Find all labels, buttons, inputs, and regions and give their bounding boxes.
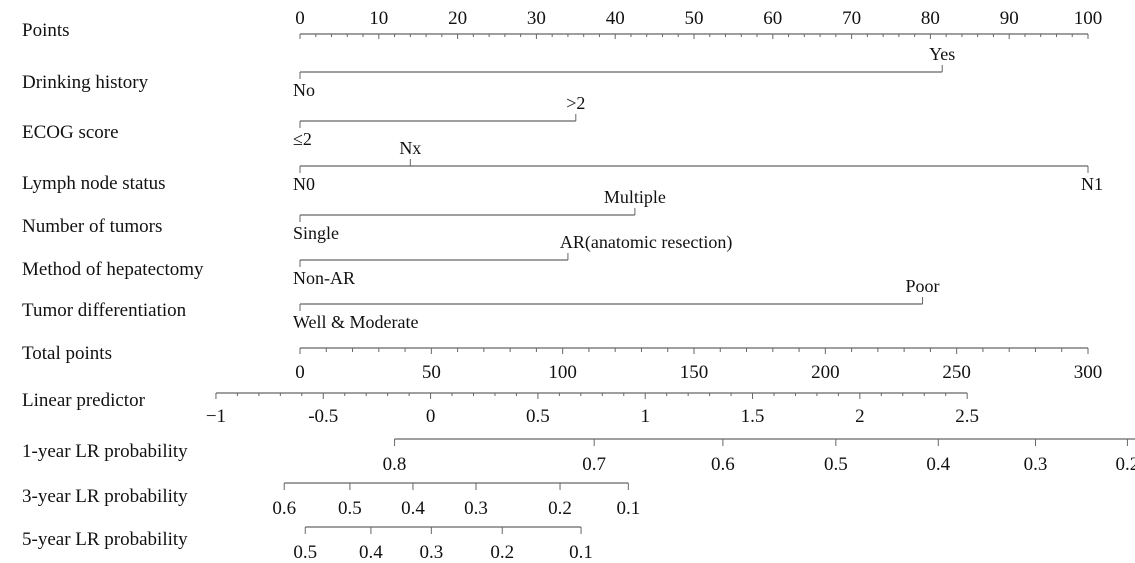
category-label: AR(anatomic resection) bbox=[560, 232, 732, 253]
total-tick-label: 50 bbox=[422, 362, 441, 383]
predictor-row-4: Number of tumors Single Multiple bbox=[22, 187, 666, 243]
total-tick-label: 0 bbox=[295, 362, 305, 383]
probability-tick-label: 0.4 bbox=[926, 454, 950, 475]
points-tick-label: 30 bbox=[527, 8, 546, 29]
probability-tick-label: 0.1 bbox=[616, 498, 640, 519]
row-label-predictor: Tumor differentiation bbox=[22, 300, 187, 321]
category-label: Non-AR bbox=[293, 268, 355, 288]
probability-tick-label: 0.1 bbox=[569, 542, 593, 563]
lp-tick-label: 2.5 bbox=[955, 406, 979, 427]
probability-tick-label: 0.5 bbox=[824, 454, 848, 475]
row-label-predictor: Drinking history bbox=[22, 72, 149, 93]
points-tick-label: 60 bbox=[763, 8, 782, 29]
points-tick-label: 0 bbox=[295, 8, 305, 29]
probability-tick-label: 0.5 bbox=[293, 542, 317, 563]
row-label-probability: 3-year LR probability bbox=[22, 486, 188, 507]
lp-tick-label: 0.5 bbox=[526, 406, 550, 427]
category-label: Poor bbox=[906, 276, 940, 296]
probability-tick-label: 0.6 bbox=[272, 498, 296, 519]
total-tick-label: 100 bbox=[548, 362, 577, 383]
lp-tick-label: 0 bbox=[426, 406, 436, 427]
category-label: Multiple bbox=[604, 187, 666, 207]
lp-tick-label: −1 bbox=[206, 406, 226, 427]
probability-axis-2: 3-year LR probability 0.6 0.5 0.4 0.3 0.2 0.1 bbox=[22, 482, 640, 519]
total-tick-label: 300 bbox=[1074, 362, 1103, 383]
row-label-predictor: ECOG score bbox=[22, 122, 119, 143]
row-label-predictor: Number of tumors bbox=[22, 216, 162, 237]
row-label-linear-predictor: Linear predictor bbox=[22, 390, 146, 411]
points-tick-label: 90 bbox=[1000, 8, 1019, 29]
probability-tick-label: 0.5 bbox=[338, 498, 362, 519]
category-label: >2 bbox=[566, 93, 585, 113]
probability-tick-label: 0.3 bbox=[1024, 454, 1048, 475]
probability-axis-1: 1-year LR probability 0.8 0.7 0.6 0.5 0.4 0.3 0… bbox=[22, 438, 1135, 475]
probability-tick-label: 0.4 bbox=[401, 498, 425, 519]
points-tick-label: 20 bbox=[448, 8, 467, 29]
predictor-row-5: Method of hepatectomy Non-AR AR(anatomic r… bbox=[22, 232, 732, 288]
points-tick-label: 70 bbox=[842, 8, 861, 29]
probability-tick-label: 0.6 bbox=[711, 454, 735, 475]
category-label: No bbox=[293, 80, 315, 100]
points-axis: Points 0 10 20 30 40 50 60 70 80 90 100 bbox=[22, 8, 1102, 41]
category-label: Yes bbox=[929, 44, 955, 64]
category-label: N0 bbox=[293, 174, 315, 194]
probability-tick-label: 0.2 bbox=[1116, 454, 1135, 475]
lp-tick-label: 2 bbox=[855, 406, 865, 427]
total-tick-label: 200 bbox=[811, 362, 840, 383]
row-label-predictor: Lymph node status bbox=[22, 173, 166, 194]
probability-tick-label: 0.2 bbox=[548, 498, 572, 519]
category-label: ≤2 bbox=[293, 129, 312, 149]
points-tick-label: 50 bbox=[685, 8, 704, 29]
category-label: Single bbox=[293, 223, 339, 243]
category-label: N1 bbox=[1081, 174, 1103, 194]
total-tick-label: 150 bbox=[680, 362, 709, 383]
points-tick-label: 80 bbox=[921, 8, 940, 29]
probability-tick-label: 0.2 bbox=[490, 542, 514, 563]
points-tick-label: 40 bbox=[606, 8, 625, 29]
probability-tick-label: 0.7 bbox=[582, 454, 606, 475]
lp-tick-label: 1.5 bbox=[741, 406, 765, 427]
row-label-points: Points bbox=[22, 20, 70, 41]
category-label: Nx bbox=[399, 138, 421, 158]
points-tick-label: 100 bbox=[1074, 8, 1103, 29]
total-points-axis: Total points 0 50 100 150 200 250 300 bbox=[22, 343, 1102, 383]
total-tick-label: 250 bbox=[942, 362, 971, 383]
row-label-probability: 5-year LR probability bbox=[22, 529, 188, 550]
category-label: Well & Moderate bbox=[293, 312, 419, 332]
probability-tick-label: 0.8 bbox=[383, 454, 407, 475]
probability-tick-label: 0.4 bbox=[359, 542, 383, 563]
predictor-row-1: Drinking history No Yes bbox=[22, 44, 955, 100]
lp-tick-label: 1 bbox=[640, 406, 650, 427]
probability-tick-label: 0.3 bbox=[464, 498, 488, 519]
predictor-row-3: Lymph node status N0 Nx N1 bbox=[22, 138, 1103, 194]
probability-axis-3: 5-year LR probability 0.5 0.4 0.3 0.2 0.1 bbox=[22, 526, 593, 563]
row-label-total-points: Total points bbox=[22, 343, 112, 364]
row-label-predictor: Method of hepatectomy bbox=[22, 259, 204, 280]
predictor-row-6: Tumor differentiation Well & Moderate Poor bbox=[22, 276, 940, 332]
points-tick-label: 10 bbox=[369, 8, 388, 29]
linear-predictor-axis: Linear predictor −1 -0.5 0 0.5 1 1.5 2 2.5 bbox=[22, 390, 979, 427]
lp-tick-label: -0.5 bbox=[308, 406, 338, 427]
row-label-probability: 1-year LR probability bbox=[22, 441, 188, 462]
predictor-row-2: ECOG score ≤2 >2 bbox=[22, 93, 585, 149]
probability-tick-label: 0.3 bbox=[419, 542, 443, 563]
